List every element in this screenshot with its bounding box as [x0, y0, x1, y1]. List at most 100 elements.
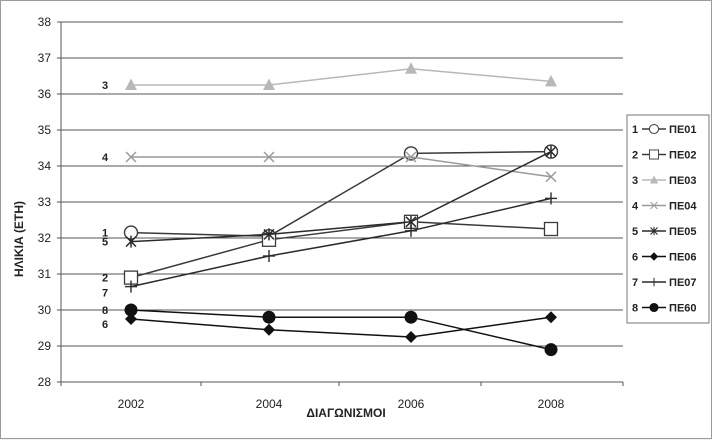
legend-entry: 2 ΠΕ02: [632, 149, 697, 162]
y-tick-label: 34: [38, 159, 52, 173]
x-tick-label: 2006: [398, 397, 425, 411]
legend-number: 2: [632, 150, 638, 162]
y-tick-label: 28: [38, 375, 52, 389]
legend-marker: [648, 123, 660, 135]
x-tick-label: 2008: [538, 397, 565, 411]
data-point: [263, 228, 275, 241]
legend-label: ΠΕ04: [669, 201, 697, 213]
series-line: [130, 197, 552, 288]
data-point: [263, 250, 275, 262]
legend-entry: 1 ΠΕ01: [632, 123, 697, 136]
series-line: [130, 309, 552, 351]
data-point: [125, 235, 137, 248]
legend-marker: [650, 201, 658, 210]
legend-number: 6: [632, 252, 638, 264]
data-point: [263, 78, 275, 90]
data-point: [405, 62, 417, 74]
data-point: [545, 311, 557, 324]
legend-label: ΠΕ06: [669, 252, 697, 264]
line-number-label: 1: [102, 228, 108, 240]
legend: 1 ΠΕ01 2 ΠΕ02 3 ΠΕ03 4 ΠΕ04 5 ΠΕ05 6 ΠΕ06 7 ΠΕ07 8 ΠΕ60: [626, 114, 710, 324]
data-point: [125, 78, 137, 90]
y-tick-label: 31: [38, 267, 52, 281]
series-ΠΕ07: [125, 192, 557, 293]
series-line: [131, 68, 552, 86]
legend-label: ΠΕ07: [669, 277, 697, 289]
legend-number: 8: [632, 303, 638, 315]
legend-entry: 7 ΠΕ07: [632, 277, 697, 289]
y-tick-label: 36: [38, 87, 52, 101]
legend-marker: [649, 252, 659, 261]
legend-label: ΠΕ60: [669, 303, 697, 315]
data-point: [405, 151, 417, 163]
y-tick-label: 29: [38, 339, 52, 353]
legend-label: ΠΕ01: [669, 124, 697, 136]
series-ΠΕ03: [125, 62, 557, 90]
legend-number: 1: [632, 124, 638, 136]
legend-entry: 3 ΠΕ03: [632, 175, 697, 187]
series-line: [130, 150, 552, 243]
line-number-label: 4: [102, 152, 109, 164]
legend-entry: 4 ΠΕ04: [632, 201, 697, 213]
data-point: [543, 221, 559, 237]
x-axis-title: ΔΙΑΓΩΝΙΣΜΟΙ: [306, 406, 385, 420]
series-line: [130, 150, 552, 237]
legend-number: 4: [632, 201, 639, 213]
series-ΠΕ60: [124, 303, 558, 357]
series-line: [131, 156, 552, 178]
line-number-label: 7: [102, 288, 108, 300]
line-labels: 3 4 15 2 7 8 6: [102, 80, 109, 331]
data-point: [545, 74, 557, 87]
line-number-label: 5: [102, 237, 108, 249]
y-tick-label: 30: [38, 303, 52, 317]
line-number-label: 8: [102, 305, 108, 317]
y-tick-label: 35: [38, 123, 52, 137]
legend-marker: [649, 175, 659, 184]
data-point: [262, 310, 276, 324]
data-point: [545, 192, 557, 205]
y-tick-label: 37: [38, 51, 52, 65]
series-ΠΕ06: [125, 311, 557, 343]
legend-entry: 8 ΠΕ60: [632, 303, 697, 315]
y-tick-label: 33: [38, 195, 52, 209]
data-point: [263, 151, 275, 163]
data-point: [125, 313, 137, 325]
series-line: [130, 316, 552, 338]
gridlines: [61, 21, 623, 347]
series-layer: [123, 62, 559, 357]
legend-label: ΠΕ03: [669, 175, 697, 187]
y-axis-title: ΗΛΙΚΙΑ (ΕΤΗ): [12, 201, 26, 277]
data-point: [125, 151, 137, 163]
legend-marker: [648, 149, 660, 160]
x-tick-label: 2004: [256, 397, 283, 411]
legend-number: 7: [632, 277, 638, 289]
series-ΠΕ05: [125, 145, 557, 248]
legend-label: ΠΕ05: [669, 226, 697, 238]
legend-label: ΠΕ02: [669, 150, 697, 162]
line-number-label: 2: [102, 273, 108, 285]
data-point: [544, 343, 558, 357]
series-line: [130, 221, 552, 279]
line-number-label: 3: [102, 80, 108, 92]
line-number-label: 6: [102, 319, 108, 331]
legend-marker: [650, 226, 658, 236]
legend-number: 3: [632, 175, 638, 187]
y-tick-label: 38: [38, 15, 52, 29]
data-point: [545, 145, 557, 158]
series-ΠΕ04: [125, 151, 557, 183]
legend-entry: 6 ΠΕ06: [632, 252, 697, 264]
data-point: [405, 331, 417, 343]
x-tick-label: 2002: [118, 397, 145, 411]
y-tick-label: 32: [38, 231, 52, 245]
legend-number: 5: [632, 226, 638, 238]
data-point: [124, 303, 138, 317]
data-point: [545, 171, 557, 183]
data-point: [263, 323, 275, 336]
legend-marker: [649, 277, 659, 287]
legend-marker: [649, 302, 659, 313]
legend-entry: 5 ΠΕ05: [632, 226, 697, 238]
data-point: [405, 224, 417, 237]
